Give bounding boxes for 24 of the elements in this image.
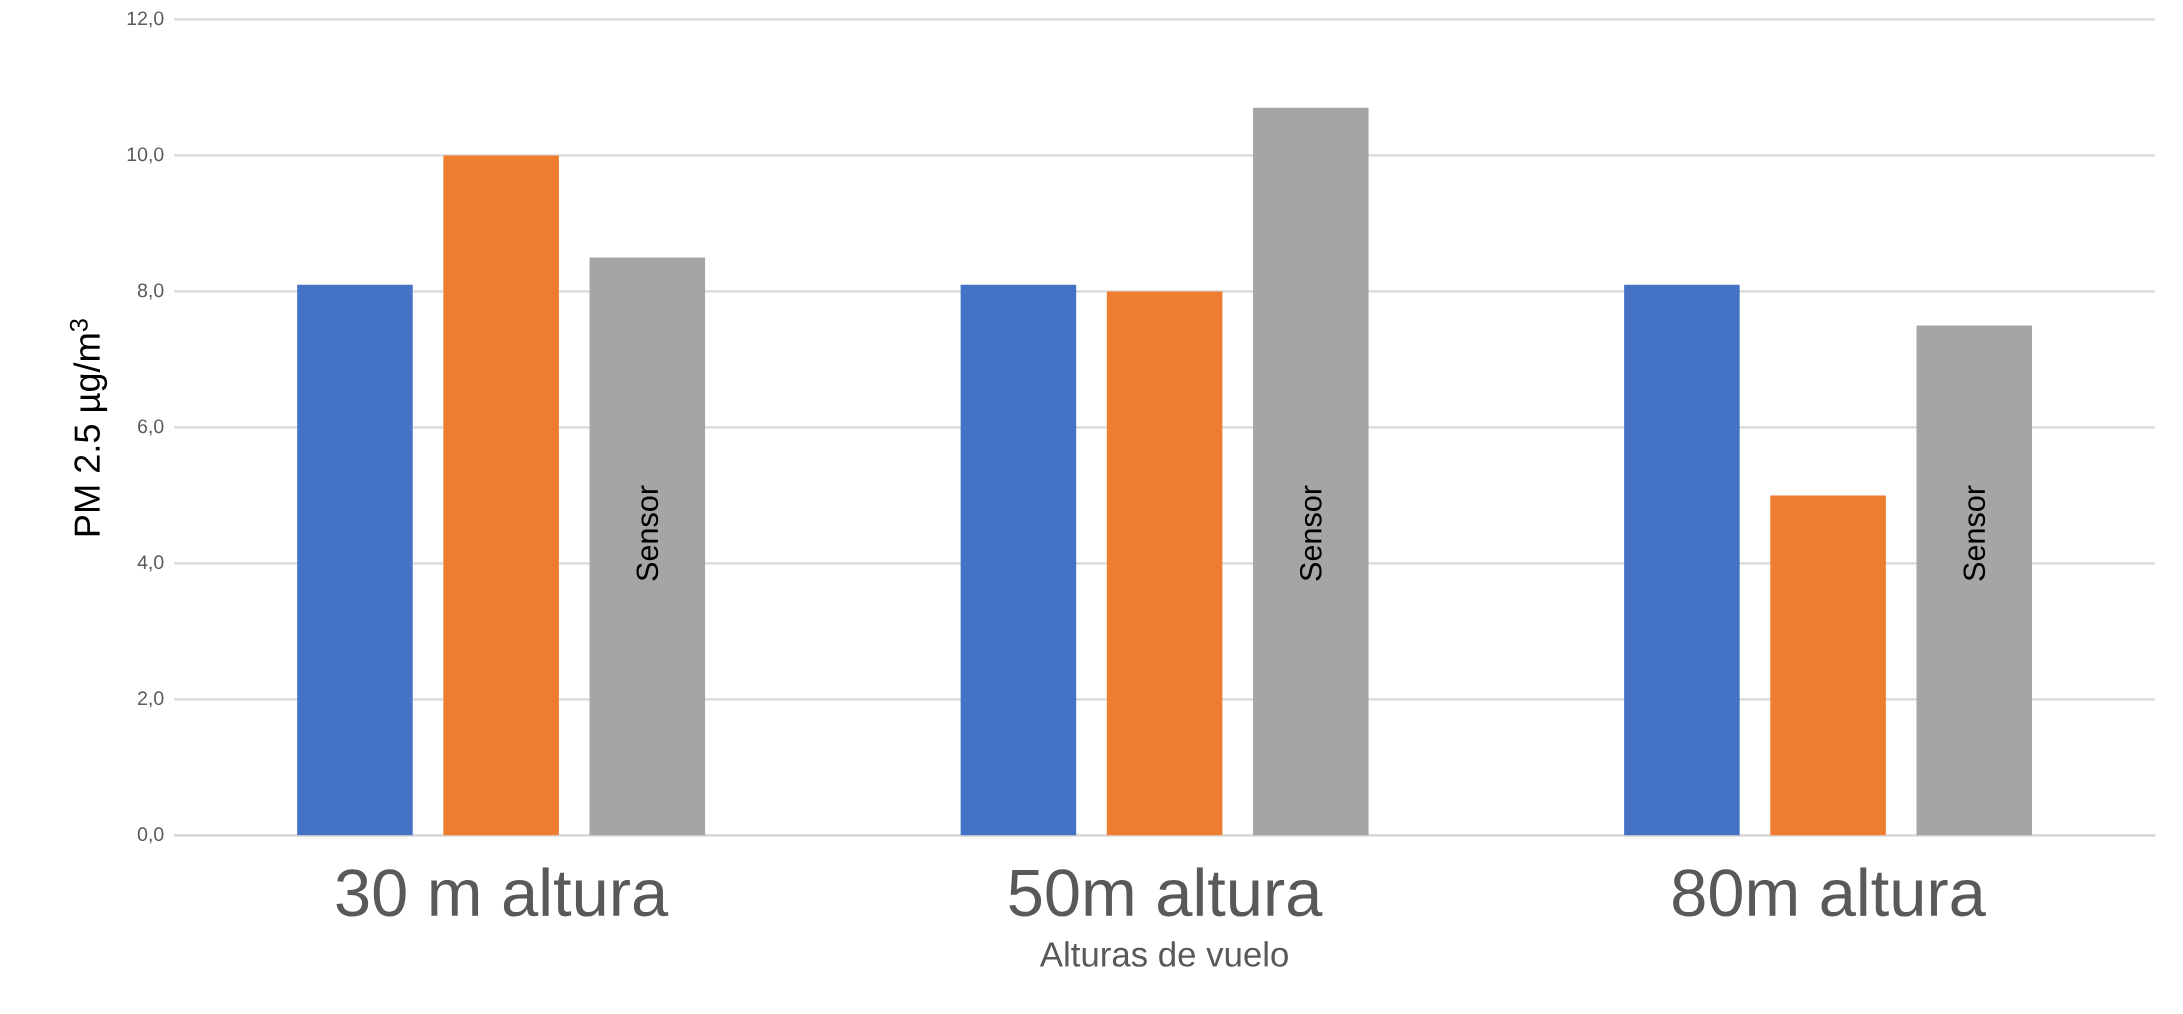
y-axis-title: PM 2.5 µg/m$^{3}$ [69, 319, 108, 536]
bar [297, 284, 413, 836]
bar [1624, 284, 1740, 836]
y-tick-label: 6,0 [138, 419, 164, 436]
x-tick-label: 30 m altura [336, 867, 669, 917]
x-tick-label: 50m altura [1009, 867, 1323, 917]
bar [1253, 108, 1369, 836]
y-tick-label: 10,0 [127, 147, 164, 164]
annotation: Sensor [636, 485, 659, 581]
bar [1770, 495, 1886, 836]
bar [443, 155, 559, 836]
y-tick-label: 8,0 [137, 283, 164, 300]
x-tick-label: 80m altura [1673, 867, 1986, 917]
annotation: Sensor [1963, 485, 1986, 581]
bar [1916, 325, 2033, 836]
x-axis-title: Alturas de vuelo [1039, 941, 1288, 968]
y-tick-label: 4,0 [137, 555, 164, 572]
bar [960, 284, 1077, 836]
y-tick-label: 0,0 [137, 827, 164, 844]
y-tick-label: 12,0 [127, 11, 164, 28]
y-tick-label: 2,0 [138, 691, 164, 708]
annotation: Sensor [1299, 485, 1322, 581]
bar [1106, 291, 1223, 836]
bar [589, 257, 706, 836]
